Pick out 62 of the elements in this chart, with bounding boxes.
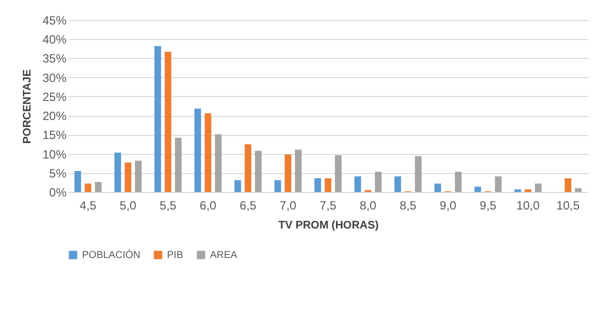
y-axis-title: PORCENTAJE: [21, 69, 34, 144]
x-tick-label: 5,5: [160, 198, 177, 212]
x-tick-label: 6,0: [200, 198, 217, 212]
y-tick-label: 20%: [42, 109, 67, 124]
y-tick-label: 30%: [42, 70, 67, 85]
x-axis-title: TV PROM (HORAS): [278, 220, 379, 232]
legend-label: AREA: [210, 250, 238, 261]
x-tick-label: 7,5: [320, 198, 337, 212]
bar: [174, 138, 182, 192]
bar: [84, 184, 92, 192]
bar: [494, 176, 502, 192]
bar: [534, 184, 542, 192]
bar: [124, 162, 132, 192]
y-tick-label: 40%: [42, 32, 67, 47]
x-tick-label: 9,0: [440, 198, 457, 212]
bar: [214, 134, 222, 192]
x-tick-label: 4,5: [80, 198, 97, 212]
y-tick-label: 35%: [42, 52, 67, 66]
x-tick-label: 9,5: [480, 198, 497, 212]
y-tick-label: 45%: [42, 14, 67, 28]
bar: [194, 108, 202, 192]
bar: [334, 155, 342, 192]
legend-label: PIB: [167, 250, 184, 261]
bar: [74, 170, 82, 192]
bar: [244, 144, 252, 192]
legend-label: POBLACIÓN: [82, 249, 140, 261]
bar: [454, 172, 462, 192]
x-tick-label: 7,0: [280, 198, 297, 212]
bar: [254, 150, 262, 192]
y-tick-label: 0%: [49, 186, 67, 200]
x-tick-label: 10,5: [556, 198, 580, 212]
bar: [394, 176, 402, 192]
x-tick-label: 10,0: [516, 198, 540, 212]
bar: [574, 188, 582, 192]
y-tick-label: 25%: [42, 90, 67, 104]
bar: [474, 186, 482, 192]
bar: [154, 46, 162, 192]
y-tick-label: 15%: [42, 128, 67, 142]
bar: [564, 178, 572, 192]
x-tick-label: 6,5: [240, 198, 257, 212]
y-tick-label: 5%: [49, 166, 67, 180]
bar: [234, 180, 242, 192]
bar: [354, 176, 362, 192]
y-tick-label: 10%: [42, 147, 67, 162]
bar: [114, 152, 122, 192]
x-tick-label: 8,0: [360, 198, 377, 212]
bar: [374, 172, 382, 192]
bar: [284, 154, 292, 192]
bar: [204, 113, 212, 192]
bar: [164, 52, 172, 192]
bar: [434, 184, 442, 192]
bar: [324, 178, 332, 192]
bar: [314, 178, 322, 192]
x-tick-label: 5,0: [120, 198, 137, 212]
x-tick-label: 8,5: [400, 198, 417, 212]
bar: [524, 189, 532, 192]
bar: [134, 160, 142, 192]
bar: [274, 180, 282, 192]
bar: [294, 150, 302, 192]
bar: [414, 156, 422, 192]
bar: [94, 182, 102, 192]
bar: [514, 189, 522, 192]
